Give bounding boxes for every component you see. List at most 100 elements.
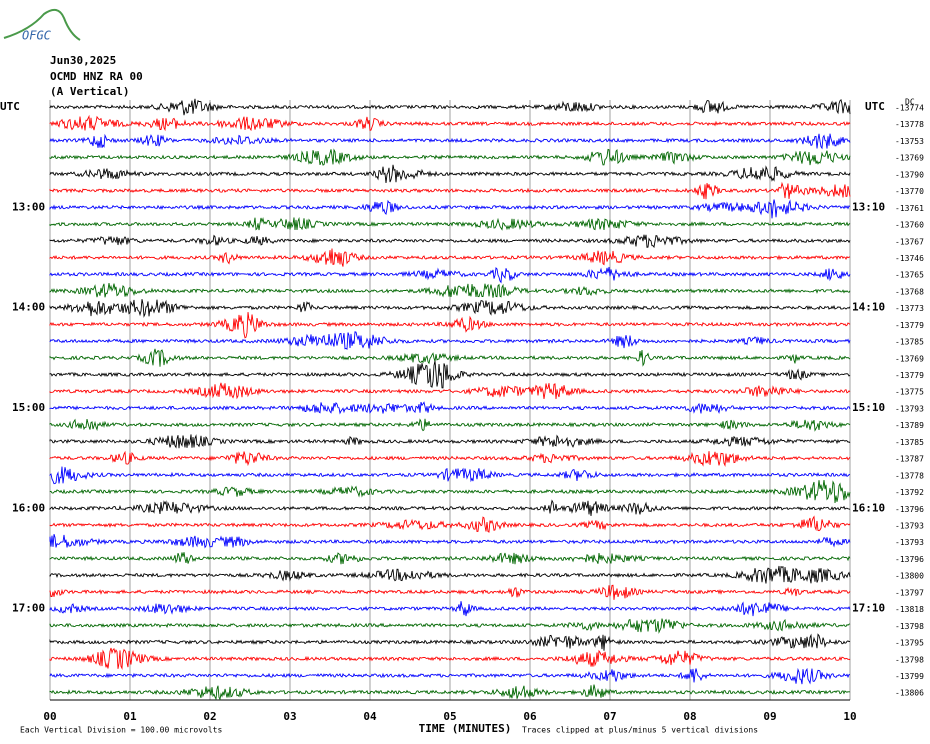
x-tick-label: 03 <box>283 710 296 723</box>
x-tick-label: 05 <box>443 710 456 723</box>
trace <box>49 133 851 150</box>
offset-label: -13769 <box>895 354 924 363</box>
offset-label: -13793 <box>895 538 924 547</box>
component: (A Vertical) <box>50 85 129 98</box>
trace <box>49 312 851 339</box>
offset-label: -13746 <box>895 254 924 263</box>
right-zone: UTC <box>865 100 885 113</box>
scale-note: Each Vertical Division = 100.00 microvol… <box>20 726 222 735</box>
date: Jun30,2025 <box>50 54 116 67</box>
trace <box>49 164 851 183</box>
trace <box>49 601 851 617</box>
x-tick-label: 02 <box>203 710 216 723</box>
trace <box>49 181 851 200</box>
offset-label: -13798 <box>895 622 924 631</box>
logo-mark <box>3 8 81 41</box>
trace <box>49 216 851 231</box>
trace <box>49 418 851 432</box>
trace <box>49 248 851 267</box>
trace <box>49 647 851 671</box>
left-time-label: 15:00 <box>12 401 45 414</box>
offset-label: -13761 <box>895 204 924 213</box>
offset-label: -13773 <box>895 304 924 313</box>
trace <box>49 199 851 219</box>
trace <box>49 283 851 298</box>
offset-label: -13800 <box>895 572 924 581</box>
trace <box>49 633 851 651</box>
offset-label: -13767 <box>895 237 924 246</box>
offset-label: -13778 <box>895 471 924 480</box>
x-tick-label: 06 <box>523 710 537 723</box>
trace <box>49 434 851 449</box>
offset-label: -13774 <box>895 104 924 113</box>
offset-label: -13796 <box>895 505 924 514</box>
trace <box>49 299 851 318</box>
left-zone: UTC <box>0 100 20 113</box>
offset-label: -13799 <box>895 672 924 681</box>
left-time-label: 16:00 <box>12 501 45 514</box>
trace <box>49 348 851 367</box>
offset-label: -13775 <box>895 388 924 397</box>
offset-label: -13789 <box>895 421 924 430</box>
trace <box>49 98 851 116</box>
trace <box>49 499 851 517</box>
x-tick-label: 01 <box>123 710 137 723</box>
trace <box>49 148 851 166</box>
trace <box>49 382 851 400</box>
offset-label: -13793 <box>895 522 924 531</box>
x-axis-title: TIME (MINUTES) <box>419 722 512 735</box>
offset-label: -13806 <box>895 689 924 698</box>
offset-label: -13787 <box>895 455 924 464</box>
right-time-label: 13:10 <box>852 200 885 213</box>
trace <box>49 552 851 565</box>
dc-label: DC <box>905 98 915 107</box>
offset-label: -13797 <box>895 588 924 597</box>
left-time-label: 17:00 <box>12 602 45 615</box>
offset-label: -13795 <box>895 639 924 648</box>
offset-label: -13785 <box>895 438 924 447</box>
right-time-label: 14:10 <box>852 301 885 314</box>
trace <box>49 515 851 533</box>
x-tick-label: 07 <box>603 710 616 723</box>
offset-label: -13792 <box>895 488 924 497</box>
offset-label: -13765 <box>895 271 924 280</box>
logo-text: OFGC <box>22 29 52 43</box>
offset-label: -13768 <box>895 287 924 296</box>
offset-label: -13818 <box>895 605 924 614</box>
trace <box>49 401 851 415</box>
trace <box>49 684 851 701</box>
trace <box>49 360 851 389</box>
station: OCMD HNZ RA 00 <box>50 70 143 83</box>
x-tick-label: 09 <box>763 710 776 723</box>
trace <box>49 114 851 132</box>
trace <box>49 584 851 600</box>
offset-label: -13798 <box>895 655 924 664</box>
right-time-label: 17:10 <box>852 602 885 615</box>
offset-label: -13760 <box>895 221 924 230</box>
offset-label: -13769 <box>895 154 924 163</box>
trace <box>49 466 851 485</box>
trace <box>49 618 851 634</box>
left-time-label: 13:00 <box>12 200 45 213</box>
x-tick-label: 04 <box>363 710 377 723</box>
x-tick-label: 00 <box>43 710 56 723</box>
offset-label: -13796 <box>895 555 924 564</box>
offset-label: -13785 <box>895 338 924 347</box>
trace <box>49 479 851 504</box>
trace <box>49 331 851 350</box>
trace <box>49 266 851 284</box>
offset-label: -13790 <box>895 170 924 179</box>
x-tick-label: 08 <box>683 710 696 723</box>
offset-label: -13793 <box>895 404 924 413</box>
trace <box>49 565 851 584</box>
offset-label: -13779 <box>895 371 924 380</box>
trace <box>49 667 851 685</box>
offset-label: -13779 <box>895 321 924 330</box>
trace <box>49 234 851 249</box>
left-time-label: 14:00 <box>12 301 45 314</box>
offset-label: -13770 <box>895 187 924 196</box>
offset-label: -13753 <box>895 137 924 146</box>
clip-note: Traces clipped at plus/minus 5 vertical … <box>522 726 758 735</box>
trace <box>49 534 851 549</box>
